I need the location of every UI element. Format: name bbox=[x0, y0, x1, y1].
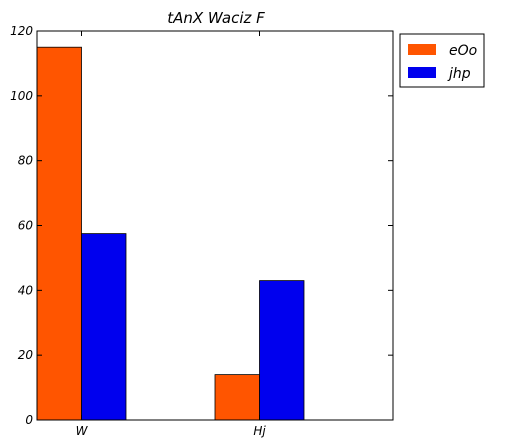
plot-area bbox=[37, 47, 304, 420]
y-tick-label: 40 bbox=[18, 283, 34, 297]
x-tick-label: W bbox=[76, 424, 89, 438]
bar-eoo-w bbox=[37, 47, 82, 420]
legend-swatch-jhp bbox=[408, 67, 436, 78]
bar-jhp-w bbox=[82, 234, 127, 420]
legend-swatch-eoo bbox=[408, 44, 436, 55]
x-tick-label: Hj bbox=[253, 424, 266, 438]
y-tick-label: 80 bbox=[18, 154, 34, 168]
bar-eoo-hj bbox=[215, 375, 260, 420]
bar-jhp-hj bbox=[260, 281, 305, 420]
legend: eOo jhp bbox=[400, 34, 484, 87]
chart-title: tAnX Waciz F bbox=[167, 9, 265, 27]
legend-frame bbox=[400, 34, 484, 87]
legend-label-jhp: jhp bbox=[447, 66, 471, 82]
legend-label-eoo: eOo bbox=[449, 43, 477, 59]
y-tick-label: 100 bbox=[10, 89, 33, 103]
y-tick-label: 0 bbox=[25, 413, 33, 427]
y-tick-label: 60 bbox=[18, 219, 34, 233]
y-tick-label: 20 bbox=[18, 348, 34, 362]
y-tick-label: 120 bbox=[10, 24, 33, 38]
